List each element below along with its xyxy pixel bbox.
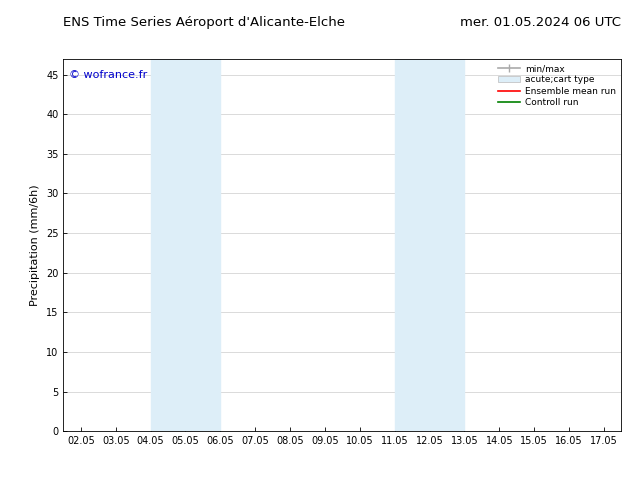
Bar [394, 59, 464, 431]
Y-axis label: Precipitation (mm/6h): Precipitation (mm/6h) [30, 184, 41, 306]
Bar [150, 59, 221, 431]
Text: ENS Time Series Aéroport d'Alicante-Elche: ENS Time Series Aéroport d'Alicante-Elch… [63, 16, 346, 29]
Legend: min/max, acute;cart type, Ensemble mean run, Controll run: min/max, acute;cart type, Ensemble mean … [495, 61, 619, 111]
Text: mer. 01.05.2024 06 UTC: mer. 01.05.2024 06 UTC [460, 16, 621, 29]
Text: © wofrance.fr: © wofrance.fr [69, 70, 147, 80]
